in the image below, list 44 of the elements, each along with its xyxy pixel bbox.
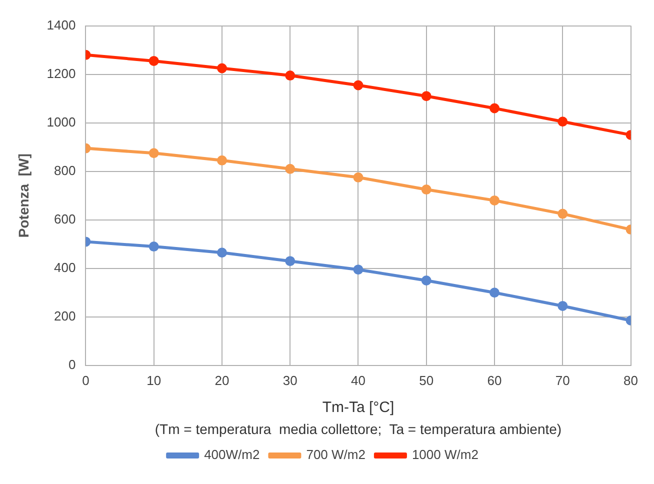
point [148, 148, 159, 158]
y-tick-label: 200 [54, 308, 76, 324]
legend-label: 1000 W/m2 [412, 447, 478, 462]
x-tick-label: 20 [214, 372, 230, 388]
y-tick-label: 1000 [46, 114, 76, 130]
y-tick-label: 1400 [46, 17, 76, 32]
point [558, 300, 568, 311]
y-tick-label: 0 [68, 356, 76, 372]
point [216, 155, 227, 166]
x-tick-label: 40 [351, 372, 366, 388]
point [490, 103, 500, 114]
point [285, 256, 296, 266]
point [285, 70, 296, 81]
point [421, 91, 432, 102]
x-tick-label: 0 [82, 372, 90, 388]
y-tick-label: 1200 [46, 66, 76, 81]
legend-label: 400W/m2 [204, 447, 260, 462]
y-axis-title: Potenza [W] [15, 154, 32, 238]
x-tick-label: 50 [419, 372, 434, 388]
point [353, 172, 364, 182]
point [558, 116, 568, 127]
legend-label: 700 W/m2 [306, 447, 366, 462]
point [216, 63, 227, 74]
x-tick-label: 10 [146, 372, 162, 388]
point [216, 248, 227, 258]
x-tick-label: 70 [555, 372, 570, 388]
text: (Tm = temperatura media collettore; Ta = temperatura ambiente) [154, 420, 562, 437]
point [353, 80, 364, 90]
point [490, 195, 500, 206]
point [421, 184, 432, 195]
point [285, 164, 296, 174]
x-tick-label: 30 [282, 372, 298, 388]
point [353, 264, 364, 275]
point [421, 276, 432, 286]
point [148, 242, 159, 252]
point [490, 288, 500, 298]
y-tick-label: 800 [54, 162, 76, 178]
point [148, 56, 159, 66]
y-tick-label: 600 [54, 211, 76, 226]
x-tick-label: 60 [487, 372, 502, 388]
x-tick-label: 80 [624, 372, 638, 388]
x-axis-title: Tm-Ta [°C] [322, 399, 394, 416]
y-tick-label: 400 [54, 260, 76, 275]
point [558, 208, 568, 219]
